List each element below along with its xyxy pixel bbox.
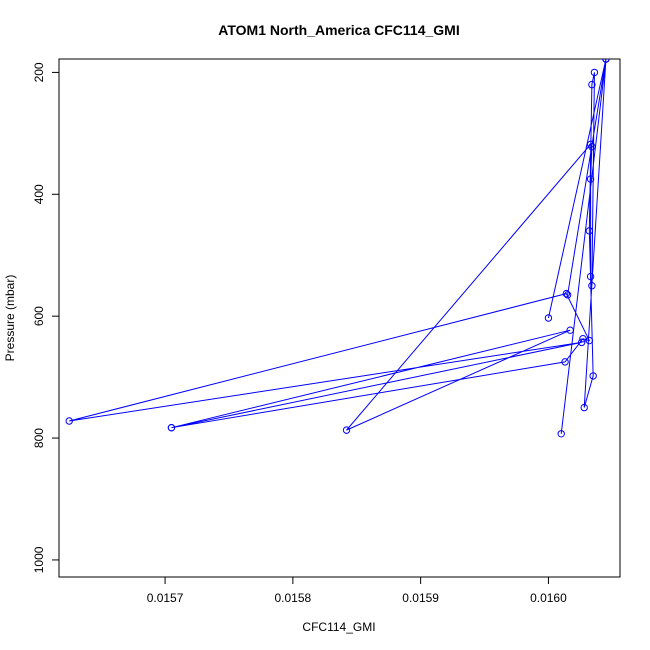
data-point: [589, 372, 597, 380]
data-point: [590, 68, 599, 77]
data-point: [588, 80, 596, 89]
data-point: [588, 282, 596, 290]
x-tick-label: 0.0157: [147, 591, 184, 605]
data-point: [65, 417, 73, 425]
data-point: [167, 423, 176, 432]
y-tick-label: 800: [32, 428, 46, 448]
data-point: [580, 403, 588, 412]
plot-area: [65, 59, 610, 438]
y-axis-label: Pressure (mbar): [3, 275, 17, 362]
data-point: [577, 338, 586, 347]
series-line: [69, 59, 607, 434]
x-axis: 0.0157 0.0158 0.0159 0.0160: [147, 577, 567, 605]
data-point: [566, 326, 574, 334]
data-point: [544, 314, 553, 322]
x-tick-label: 0.0159: [402, 591, 439, 605]
chart-title: ATOM1 North_America CFC114_GMI: [218, 22, 459, 38]
x-tick-label: 0.0160: [530, 591, 567, 605]
plot-frame: [58, 58, 621, 578]
data-point: [562, 289, 571, 298]
y-axis: 200 400 600 800 1000: [32, 62, 59, 573]
data-point: [579, 335, 587, 343]
data-point: [342, 426, 351, 434]
y-tick-label: 600: [32, 306, 46, 326]
data-point: [561, 358, 569, 366]
y-tick-label: 400: [32, 184, 46, 204]
data-point: [586, 175, 595, 183]
data-point: [586, 272, 595, 281]
data-point: [602, 59, 610, 63]
data-point: [563, 291, 572, 299]
data-point: [586, 140, 595, 149]
data-point: [585, 227, 594, 235]
y-tick-label: 200: [32, 62, 46, 82]
x-axis-label: CFC114_GMI: [302, 620, 375, 634]
y-tick-label: 1000: [32, 546, 46, 573]
data-point: [557, 430, 565, 438]
x-tick-label: 0.0158: [275, 591, 312, 605]
